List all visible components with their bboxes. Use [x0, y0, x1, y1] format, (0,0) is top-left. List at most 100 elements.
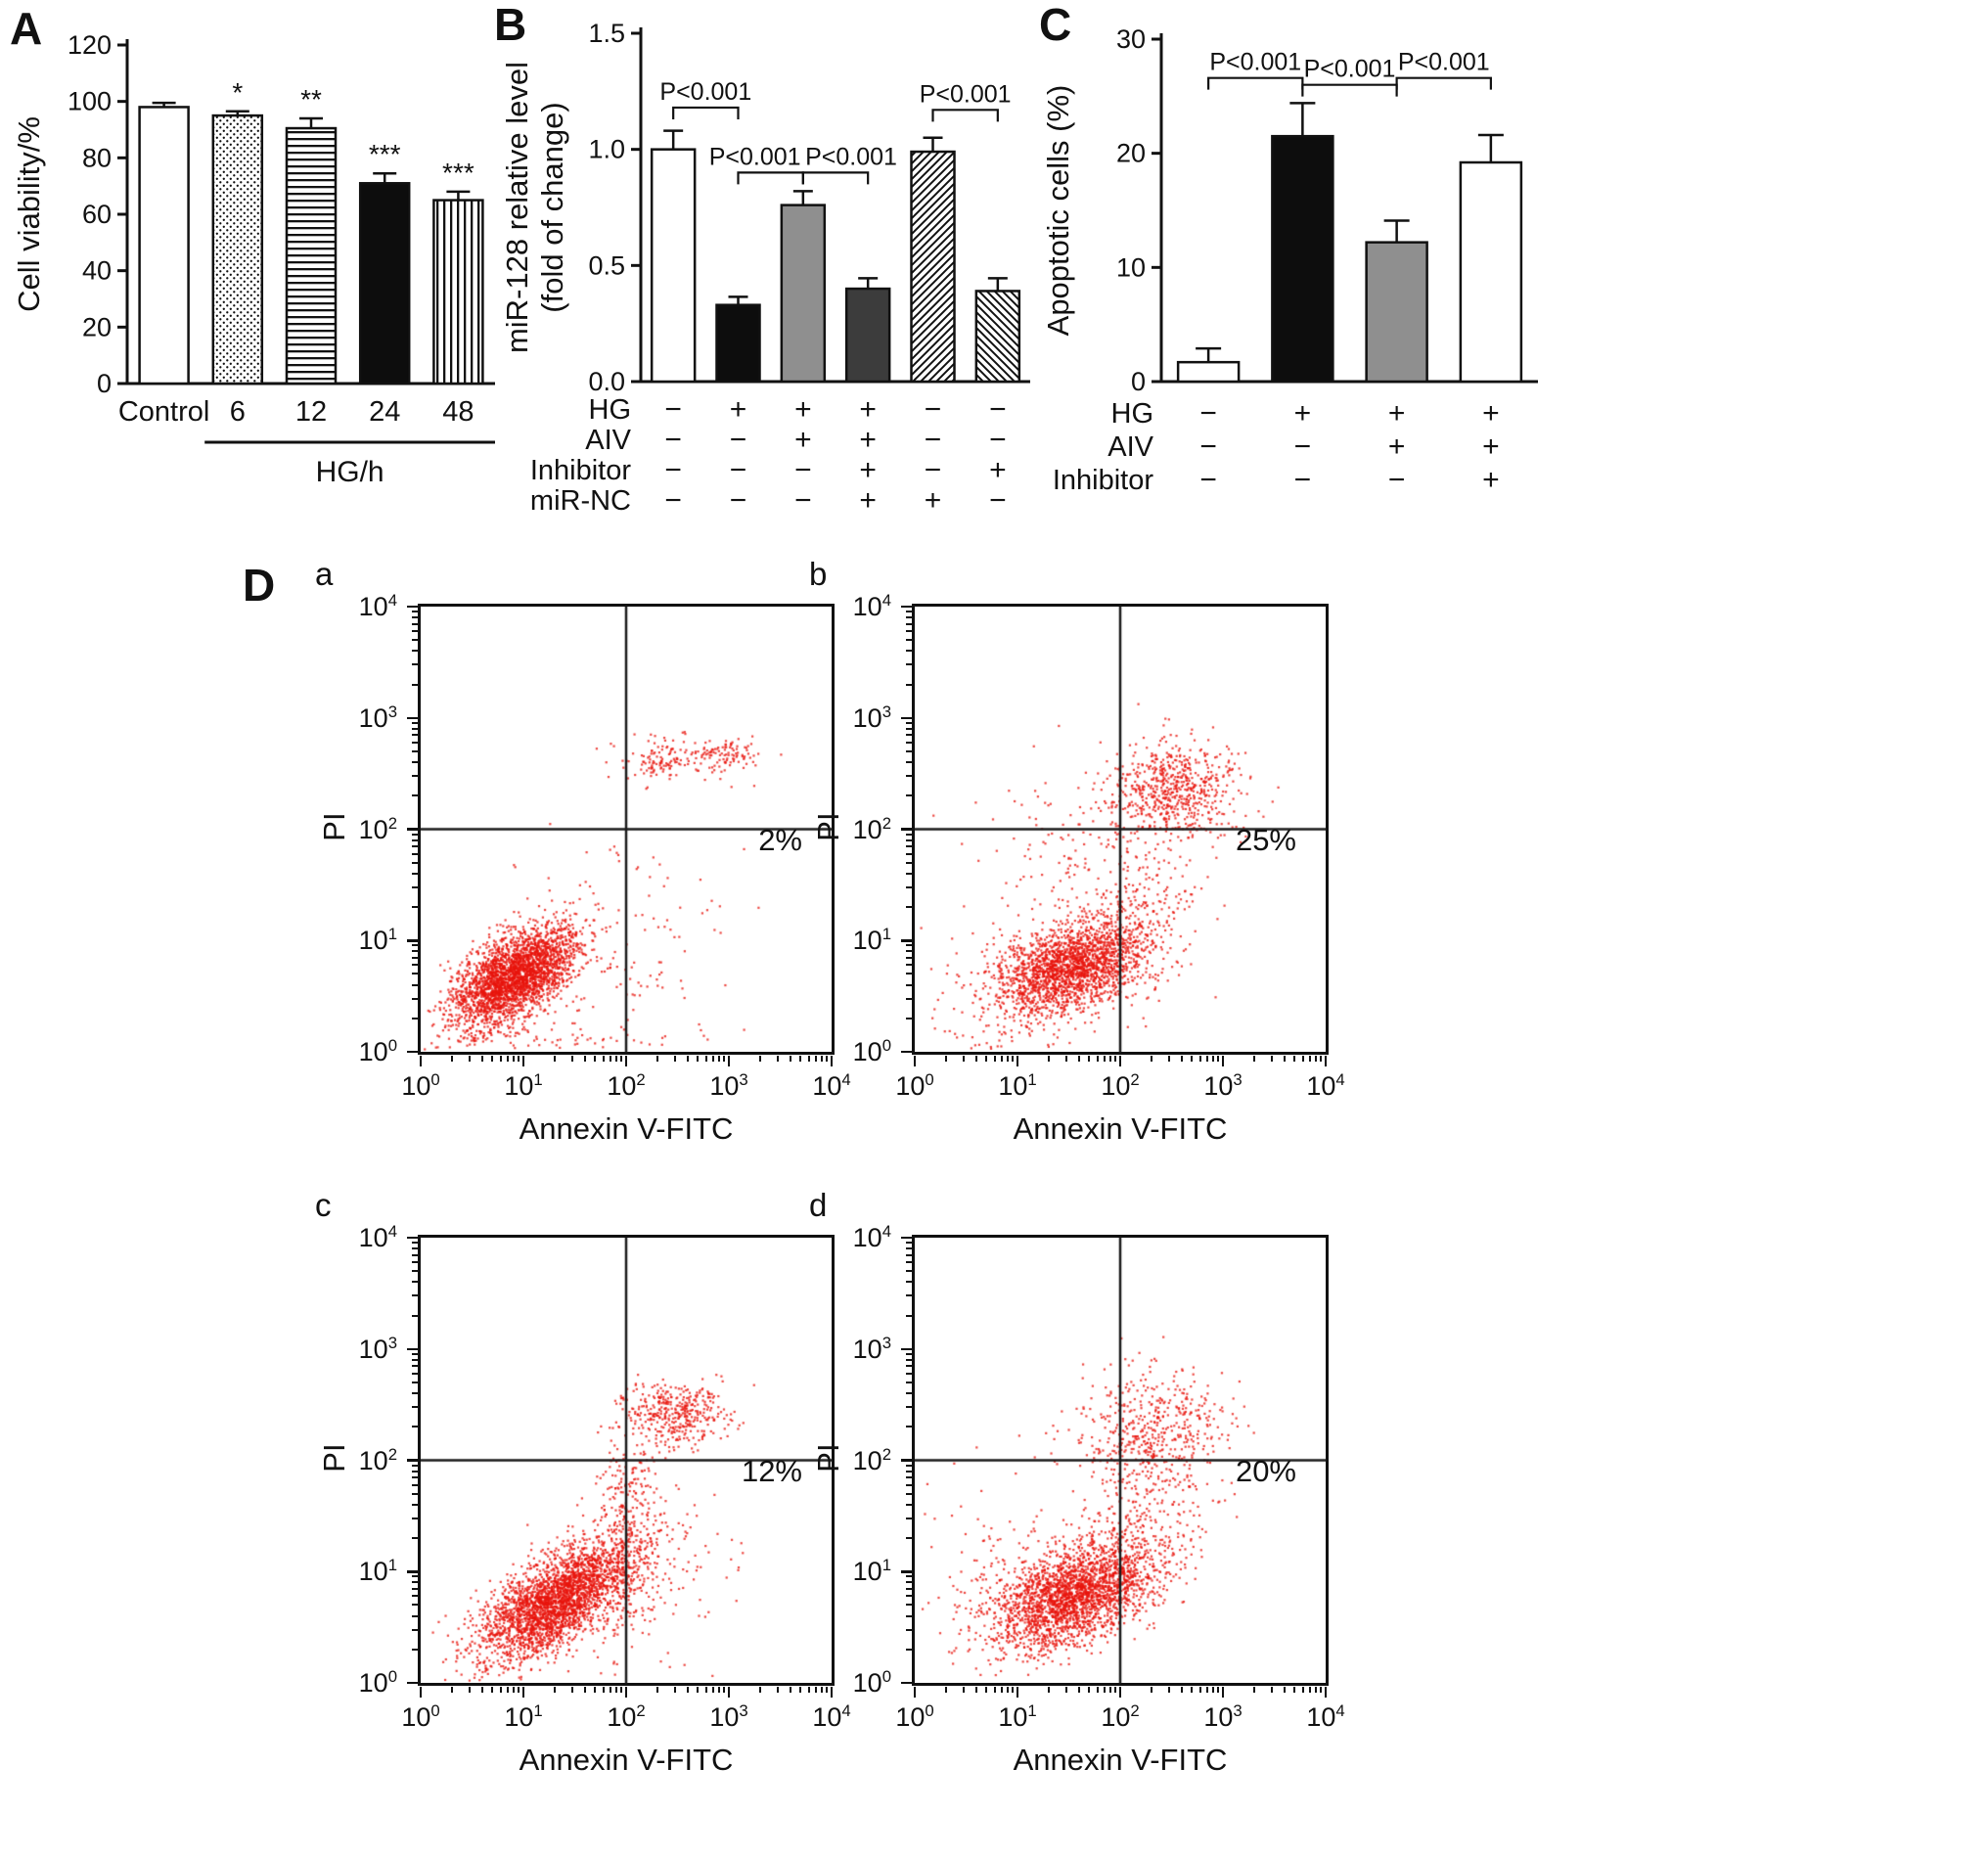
y-tick-label: 102 — [852, 1444, 891, 1475]
x-minor-tick — [584, 1687, 587, 1693]
x-minor-tick — [704, 1056, 707, 1062]
quadrant-percentage-c: 12% — [741, 1453, 802, 1488]
x-tick-label: 100 — [895, 1070, 934, 1101]
y-major-tick — [901, 1236, 912, 1240]
condition-symbol: − — [1199, 464, 1217, 496]
x-minor-tick — [723, 1687, 726, 1693]
y-minor-tick — [412, 616, 418, 619]
bar — [1365, 241, 1428, 384]
y-minor-tick — [906, 721, 912, 724]
p-value-label: P<0.001 — [805, 143, 897, 170]
x-minor-tick — [790, 1687, 792, 1693]
x-minor-tick — [499, 1687, 502, 1693]
y-major-tick — [901, 605, 912, 609]
x-minor-tick — [469, 1687, 472, 1693]
condition-symbol: + — [1482, 397, 1500, 430]
condition-symbol: − — [730, 454, 747, 486]
y-minor-tick — [412, 1581, 418, 1584]
x-minor-tick — [1150, 1056, 1152, 1062]
x-minor-tick — [512, 1056, 515, 1062]
y-minor-tick — [906, 663, 912, 666]
x-minor-tick — [814, 1687, 817, 1693]
y-minor-tick — [906, 741, 912, 744]
significance-stars: *** — [442, 158, 474, 188]
x-minor-tick — [687, 1056, 690, 1062]
x-minor-tick — [697, 1687, 700, 1693]
x-minor-tick — [711, 1056, 714, 1062]
x-minor-tick — [620, 1687, 623, 1693]
condition-symbol: − — [1199, 431, 1217, 463]
x-minor-tick — [499, 1056, 502, 1062]
x-minor-tick — [1096, 1687, 1099, 1693]
x-minor-tick — [1012, 1687, 1015, 1693]
y-minor-tick — [412, 741, 418, 744]
bar — [910, 150, 956, 384]
flow-x-axis-title-d: Annexin V-FITC — [1013, 1743, 1228, 1777]
x-minor-tick — [1168, 1687, 1171, 1693]
significance-stars: * — [232, 77, 243, 108]
x-minor-tick — [963, 1056, 966, 1062]
x-minor-tick — [674, 1056, 677, 1062]
y-major-tick — [407, 1681, 418, 1685]
y-tick-label: 102 — [358, 1444, 397, 1475]
y-tick-label: 104 — [852, 1222, 891, 1252]
y-minor-tick — [906, 944, 912, 947]
y-minor-tick — [906, 734, 912, 737]
y-minor-tick — [412, 1392, 418, 1395]
y-minor-tick — [412, 1381, 418, 1383]
x-minor-tick — [985, 1687, 988, 1693]
y-major-tick — [407, 1050, 418, 1054]
y-minor-tick — [906, 1464, 912, 1467]
y-minor-tick — [906, 1294, 912, 1297]
y-tick-label: 103 — [358, 702, 397, 733]
x-tick-label: 104 — [1306, 1701, 1345, 1732]
x-tick-label: 102 — [607, 1701, 646, 1732]
x-major-tick — [727, 1056, 731, 1066]
y-tick-label: 20 — [1116, 139, 1146, 168]
x-minor-tick — [1150, 1687, 1152, 1693]
y-major-tick — [407, 1459, 418, 1462]
condition-symbol: − — [989, 484, 1007, 517]
x-minor-tick — [687, 1687, 690, 1693]
x-minor-tick — [944, 1687, 947, 1693]
x-tick-label: 101 — [998, 1070, 1037, 1101]
y-minor-tick — [906, 861, 912, 864]
x-minor-tick — [469, 1056, 472, 1062]
x-minor-tick — [584, 1056, 587, 1062]
panel-b-letter: B — [494, 0, 527, 50]
y-minor-tick — [906, 727, 912, 730]
x-major-tick — [1118, 1056, 1122, 1066]
p-value-label: P<0.001 — [920, 80, 1012, 108]
x-tick-label: 102 — [607, 1070, 646, 1101]
y-minor-tick — [906, 622, 912, 625]
flow-subplot-letter-a: a — [315, 556, 334, 592]
y-tick-label: 104 — [852, 591, 891, 621]
y-major-tick — [901, 828, 912, 831]
flow-plot-frame-c — [418, 1235, 835, 1686]
y-tick-label: 101 — [358, 925, 397, 956]
x-minor-tick — [1096, 1056, 1099, 1062]
y-minor-tick — [906, 1614, 912, 1617]
y-minor-tick — [412, 1294, 418, 1297]
x-minor-tick — [1284, 1687, 1287, 1693]
y-minor-tick — [906, 639, 912, 642]
y-minor-tick — [412, 852, 418, 855]
condition-row-label: HG — [1111, 398, 1154, 430]
x-major-tick — [624, 1056, 628, 1066]
y-tick-label: 0.5 — [588, 250, 625, 280]
y-minor-tick — [412, 1614, 418, 1617]
y-minor-tick — [412, 956, 418, 959]
x-minor-tick — [1078, 1056, 1081, 1062]
significance-bracket — [1207, 76, 1304, 90]
x-minor-tick — [518, 1056, 520, 1062]
x-major-tick — [1221, 1687, 1225, 1698]
condition-symbol: + — [1482, 464, 1500, 496]
y-minor-tick — [906, 1503, 912, 1506]
x-minor-tick — [512, 1687, 515, 1693]
quadrant-percentage-b: 25% — [1235, 822, 1296, 857]
x-minor-tick — [655, 1687, 658, 1693]
significance-bracket — [931, 109, 999, 122]
x-minor-tick — [450, 1056, 453, 1062]
p-value-label: P<0.001 — [709, 143, 801, 170]
